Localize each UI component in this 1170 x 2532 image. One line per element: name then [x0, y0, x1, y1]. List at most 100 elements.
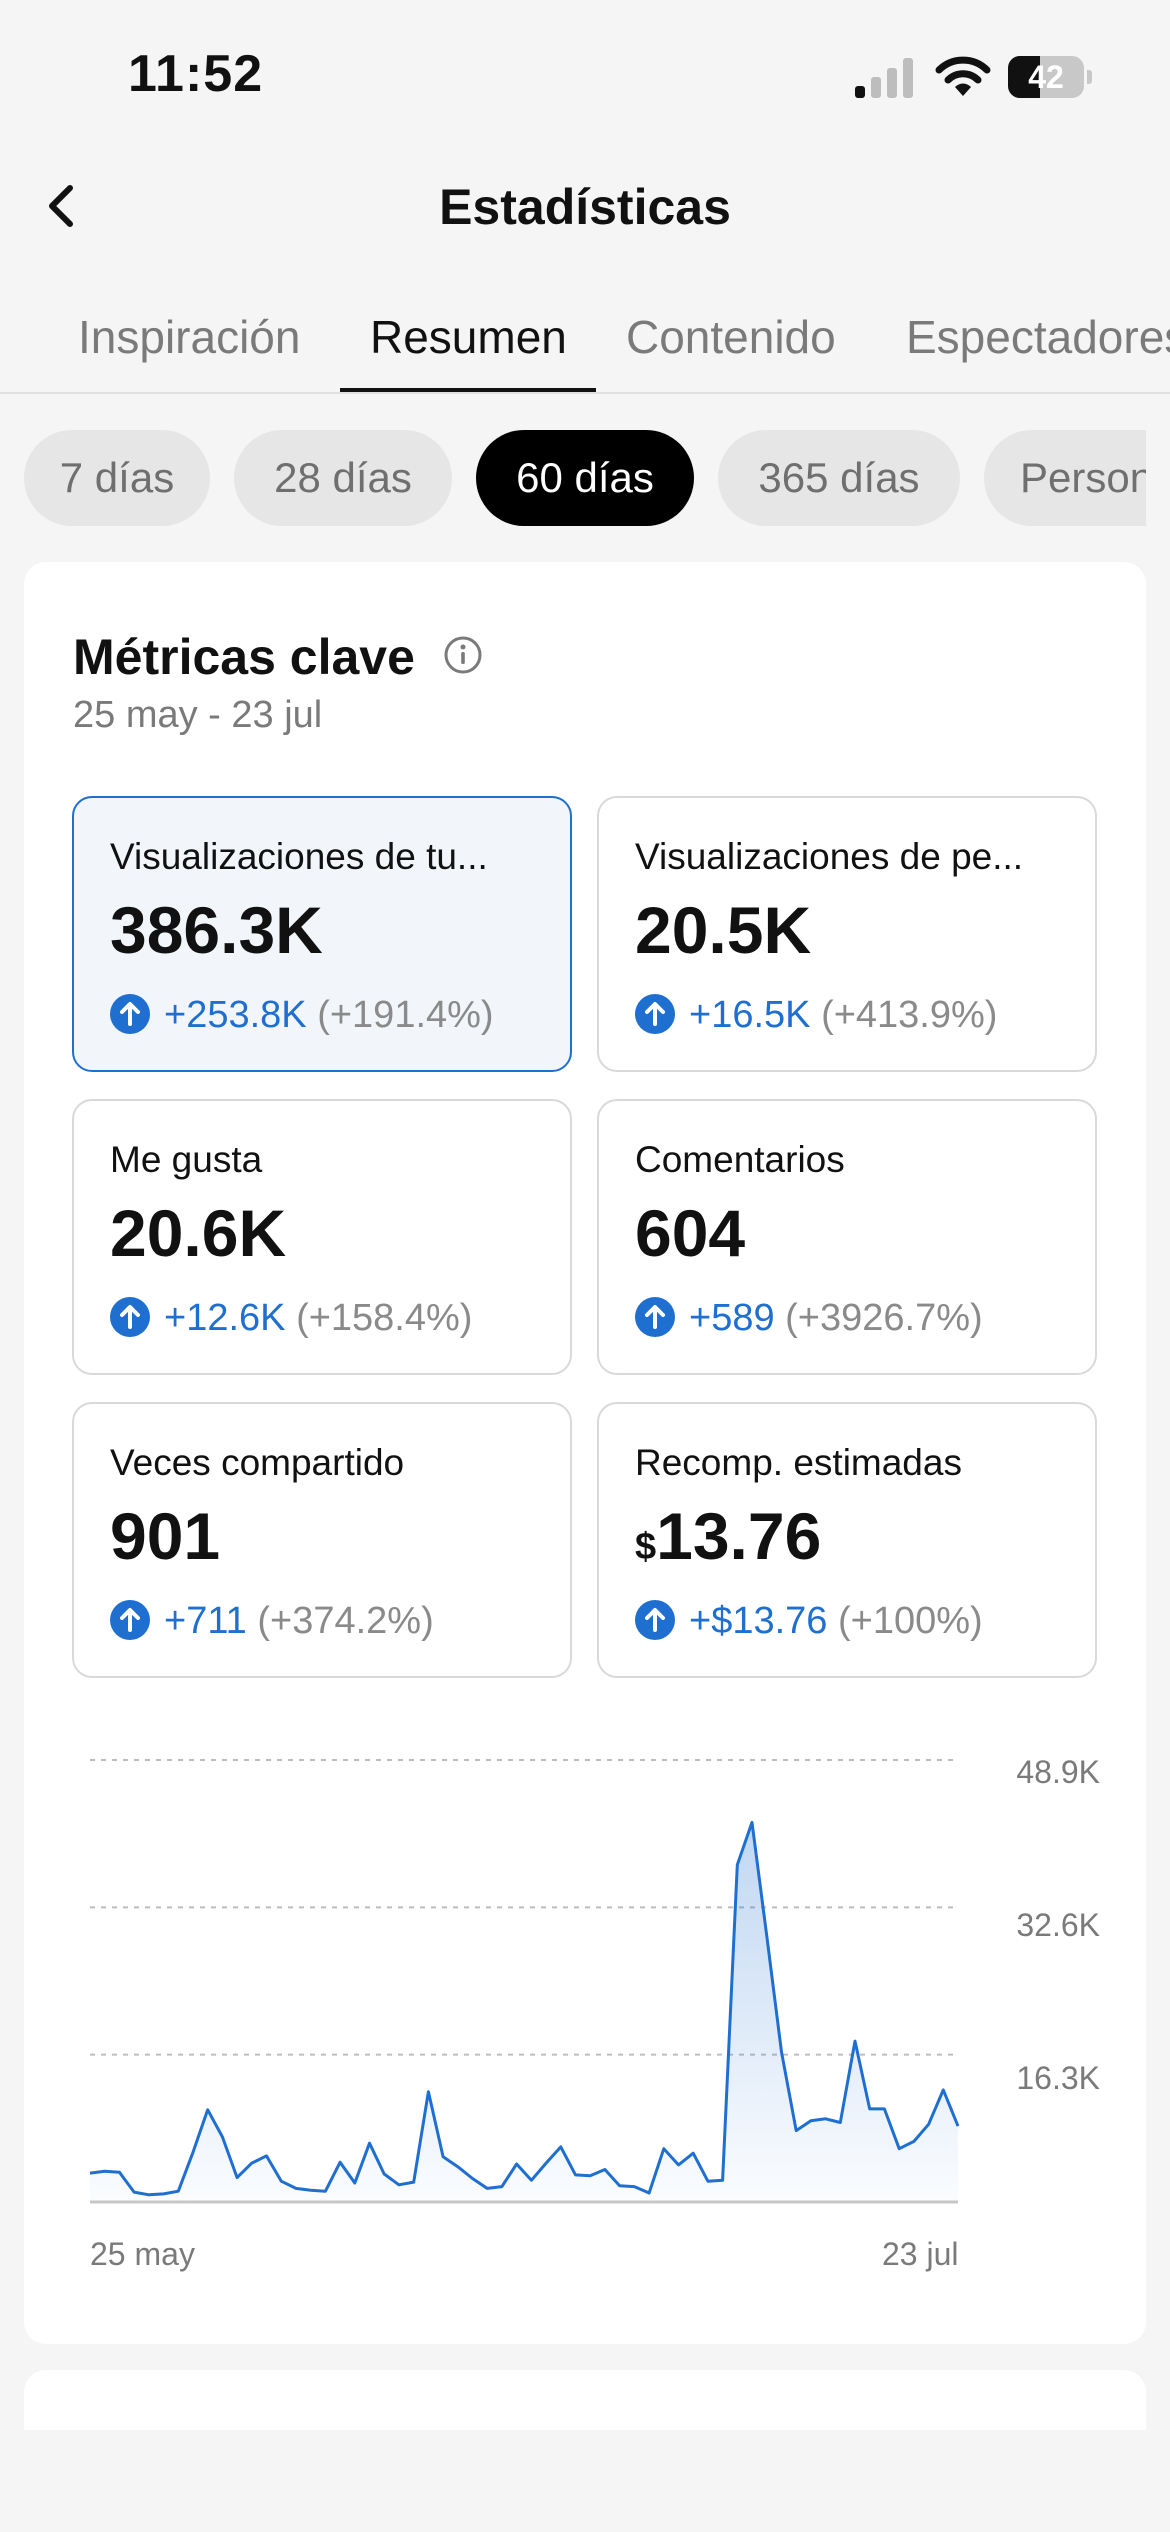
status-time: 11:52 — [128, 45, 264, 103]
metric-label: Recomp. estimadas — [635, 1442, 962, 1483]
data-point — [706, 2179, 710, 2183]
data-point — [353, 2181, 357, 2185]
key-metrics-title: Métricas clave — [73, 629, 415, 685]
data-point — [500, 2185, 504, 2189]
data-point — [559, 2145, 563, 2149]
data-point — [721, 2178, 725, 2182]
data-point — [647, 2191, 651, 2195]
data-point — [544, 2161, 548, 2165]
chevron-left-icon — [49, 185, 73, 227]
views-trend-chart[interactable]: 48.9K 32.6K 16.3K 25 may 23 jul — [80, 1730, 1100, 2290]
y-tick-label: 16.3K — [1016, 2060, 1100, 2096]
data-point — [294, 2186, 298, 2190]
data-point — [220, 2135, 224, 2139]
data-point — [765, 1933, 769, 1937]
data-point — [471, 2177, 475, 2181]
status-bar: 11:52 42 — [0, 0, 1170, 150]
data-point — [515, 2162, 519, 2166]
period-60-days[interactable]: 60 días — [476, 430, 694, 526]
metric-label: Veces compartido — [110, 1442, 405, 1483]
data-point — [323, 2189, 327, 2193]
period-28-days[interactable]: 28 días — [234, 430, 452, 526]
metric-shares[interactable]: Veces compartido 901 +711 (+374.2%) — [72, 1402, 572, 1678]
data-point — [838, 2121, 842, 2125]
arrow-up-circle-icon — [635, 1296, 675, 1337]
back-button[interactable] — [34, 172, 104, 242]
data-point — [662, 2147, 666, 2151]
data-point — [338, 2160, 342, 2164]
period-365-days[interactable]: 365 días — [718, 430, 960, 526]
metric-value: 20.5K — [635, 893, 812, 967]
metric-value: 20.6K — [110, 1196, 287, 1270]
data-point — [956, 2124, 960, 2128]
x-tick-label: 25 may — [90, 2236, 195, 2272]
metric-value: 386.3K — [110, 893, 323, 967]
tab-contenido[interactable]: Contenido — [626, 311, 836, 363]
data-point — [88, 2171, 92, 2175]
data-point — [794, 2129, 798, 2133]
data-point — [927, 2122, 931, 2126]
data-point — [176, 2189, 180, 2193]
data-point — [868, 2107, 872, 2111]
series-line — [89, 1820, 960, 2197]
data-point — [882, 2107, 886, 2111]
signal-icon — [855, 58, 913, 98]
data-point — [441, 2155, 445, 2159]
data-point — [368, 2141, 372, 2145]
metric-likes[interactable]: Me gusta 20.6K +12.6K (+158.4%) — [72, 1099, 572, 1375]
currency-symbol: $ — [635, 1526, 657, 1568]
y-tick-label: 32.6K — [1016, 1907, 1100, 1943]
metric-profile-views[interactable]: Visualizaciones de pe... 20.5K +16.5K (+… — [597, 796, 1097, 1072]
arrow-up-circle-icon — [110, 1599, 150, 1640]
next-section-card — [24, 2370, 1146, 2430]
metric-change: +711 (+374.2%) — [110, 1599, 434, 1643]
tab-espectadores[interactable]: Espectadores — [906, 311, 1170, 363]
data-point — [588, 2174, 592, 2178]
data-point — [485, 2186, 489, 2190]
data-point — [824, 2117, 828, 2121]
metric-change: +16.5K (+413.9%) — [635, 993, 997, 1037]
metric-value: 604 — [635, 1196, 746, 1270]
data-point — [147, 2193, 151, 2197]
data-point — [309, 2188, 313, 2192]
data-point — [397, 2183, 401, 2187]
metric-video-views[interactable]: Visualizaciones de tu... 386.3K +253.8K … — [72, 796, 572, 1072]
metric-comments[interactable]: Comentarios 604 +589 (+3926.7%) — [597, 1099, 1097, 1375]
metric-label: Me gusta — [110, 1139, 263, 1180]
data-point — [853, 2039, 857, 2043]
date-range: 25 may - 23 jul — [73, 694, 323, 736]
period-custom[interactable]: Personalizado — [984, 430, 1146, 526]
tab-inspiracion[interactable]: Inspiración — [78, 311, 301, 363]
data-point — [632, 2185, 636, 2189]
arrow-up-circle-icon — [110, 1296, 150, 1337]
data-point — [412, 2180, 416, 2184]
data-point — [912, 2139, 916, 2143]
page-title: Estadísticas — [439, 179, 731, 235]
info-icon[interactable] — [442, 634, 484, 676]
data-point — [735, 1863, 739, 1867]
series-area — [90, 1822, 958, 2202]
metric-value: 901 — [110, 1499, 221, 1573]
data-point — [677, 2163, 681, 2167]
tab-resumen[interactable]: Resumen — [370, 311, 567, 363]
battery-icon: 42 — [1008, 56, 1092, 98]
data-point — [574, 2173, 578, 2177]
arrow-up-circle-icon — [110, 993, 150, 1034]
metric-estimated-rewards[interactable]: Recomp. estimadas $13.76 +$13.76 (+100%) — [597, 1402, 1097, 1678]
wifi-icon — [935, 56, 991, 96]
data-point — [103, 2169, 107, 2173]
arrow-up-circle-icon — [635, 993, 675, 1034]
data-point — [279, 2179, 283, 2183]
data-point — [456, 2165, 460, 2169]
metric-change: +253.8K (+191.4%) — [110, 993, 494, 1037]
data-point — [132, 2190, 136, 2194]
metric-change: +12.6K (+158.4%) — [110, 1296, 472, 1340]
data-point — [191, 2150, 195, 2154]
data-point — [206, 2108, 210, 2112]
tab-bar: Inspiración Resumen Contenido Espectador… — [0, 290, 1170, 394]
period-7-days[interactable]: 7 días — [24, 430, 210, 526]
data-point — [529, 2178, 533, 2182]
data-point — [941, 2088, 945, 2092]
data-point — [897, 2147, 901, 2151]
y-tick-label: 48.9K — [1016, 1754, 1100, 1790]
